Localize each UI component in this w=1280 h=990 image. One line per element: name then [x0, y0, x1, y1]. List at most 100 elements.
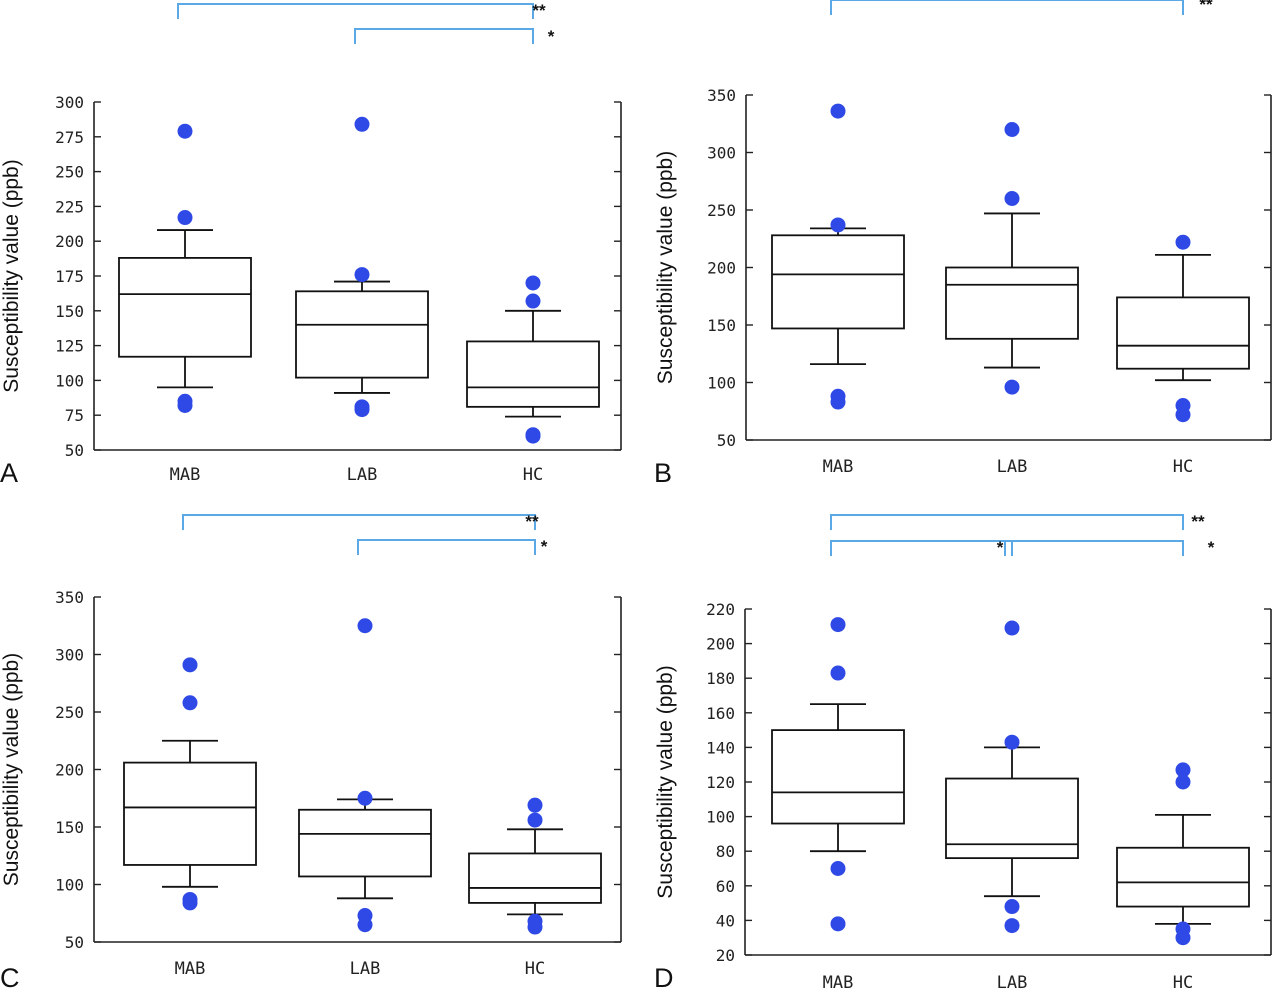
box-hc [1116, 234, 1250, 423]
bracket-line [830, 514, 1184, 530]
box-mab [771, 103, 905, 410]
y-tick-label: 300 [55, 93, 84, 112]
significance-label: * [997, 538, 1004, 557]
y-tick-label: 200 [706, 635, 735, 654]
y-tick-label: 60 [716, 877, 735, 896]
iqr-box [945, 777, 1079, 860]
y-tick-label: 180 [706, 669, 735, 688]
bracket-line [830, 540, 1013, 556]
panel-label: C [0, 963, 20, 990]
bracket-line [182, 514, 536, 530]
significance-bracket: * [1004, 538, 1215, 557]
y-tick-label: 200 [55, 232, 84, 251]
box-lab [945, 122, 1079, 395]
outlier-point [182, 895, 198, 911]
iqr-box [1116, 846, 1250, 908]
significance-bracket: * [357, 537, 548, 556]
y-tick-label: 275 [55, 128, 84, 147]
outlier-point [525, 275, 541, 291]
category-label: LAB [350, 959, 381, 979]
significance-bracket: ** [830, 512, 1205, 531]
bracket-line [177, 3, 534, 19]
iqr-box [771, 729, 905, 825]
y-tick-label: 50 [65, 441, 84, 460]
category-label: LAB [347, 465, 378, 485]
outlier-point [1175, 234, 1191, 250]
y-tick-label: 125 [55, 337, 84, 356]
outlier-point [525, 293, 541, 309]
significance-label: * [1208, 538, 1215, 557]
iqr-box [123, 761, 257, 866]
y-axis-title: Susceptibility value (ppb) [654, 665, 677, 898]
box-mab [118, 123, 252, 413]
y-tick-label: 50 [65, 933, 84, 952]
outlier-point [1004, 620, 1020, 636]
outlier-point [354, 267, 370, 283]
box-mab [771, 617, 905, 932]
bracket-line [357, 539, 536, 555]
y-axis-title: Susceptibility value (ppb) [654, 151, 677, 384]
y-tick-label: 220 [706, 600, 735, 619]
y-tick-label: 200 [707, 259, 736, 278]
outlier-point [177, 397, 193, 413]
panel-D: 20 40 60 80 100 120 140 160 180 200 220 Susceptibil… [654, 512, 1272, 990]
outlier-point [354, 402, 370, 418]
y-tick-label: 150 [55, 818, 84, 837]
bracket-line [830, 0, 1184, 15]
significance-label: ** [1199, 0, 1213, 14]
outlier-point [1004, 191, 1020, 206]
outlier-point [1004, 899, 1020, 915]
y-tick-label: 80 [716, 842, 735, 861]
y-tick-label: 100 [707, 374, 736, 393]
iqr-box [295, 290, 429, 379]
outlier-point [1004, 918, 1020, 934]
y-tick-label: 140 [706, 738, 735, 757]
outlier-point [177, 123, 193, 139]
box-lab [295, 116, 429, 418]
outlier-point [354, 116, 370, 132]
category-label: MAB [823, 457, 854, 477]
outlier-point [830, 617, 846, 633]
y-tick-label: 250 [55, 703, 84, 722]
y-tick-label: 200 [55, 761, 84, 780]
outlier-point [357, 790, 373, 806]
y-tick-label: 20 [716, 946, 735, 965]
outlier-point [830, 861, 846, 876]
box-hc [468, 797, 602, 935]
y-tick-label: 100 [55, 876, 84, 895]
outlier-point [1175, 762, 1191, 778]
y-tick-label: 175 [55, 267, 84, 286]
outlier-point [830, 103, 846, 119]
significance-label: ** [532, 1, 546, 20]
y-axis-title: Susceptibility value (ppb) [0, 159, 23, 392]
outlier-point [357, 917, 373, 933]
category-label: MAB [823, 973, 854, 990]
outlier-point [1175, 930, 1191, 946]
outlier-point [1175, 774, 1191, 790]
outlier-point [1004, 122, 1020, 137]
category-label: LAB [997, 973, 1028, 990]
category-label: LAB [997, 457, 1028, 477]
significance-label: * [548, 27, 555, 46]
y-tick-label: 300 [707, 144, 736, 163]
significance-bracket: * [830, 538, 1013, 557]
y-tick-label: 75 [65, 406, 84, 425]
outlier-point [830, 217, 846, 233]
significance-bracket: ** [177, 1, 546, 20]
significance-label: ** [1191, 512, 1205, 531]
category-label: HC [1173, 973, 1193, 990]
iqr-box [298, 808, 432, 878]
outlier-point [182, 695, 198, 711]
y-axis-title: Susceptibility value (ppb) [0, 653, 23, 886]
category-label: HC [1173, 457, 1193, 477]
y-tick-label: 40 [716, 911, 735, 930]
outlier-point [1175, 407, 1191, 423]
significance-label: ** [525, 512, 539, 531]
iqr-box [118, 257, 252, 358]
panel-label: B [654, 458, 672, 488]
panel-A: 50 75 100 125 150 175 200 225 250 275 300 Susceptib… [0, 1, 622, 488]
outlier-point [525, 428, 541, 444]
y-tick-label: 150 [707, 316, 736, 335]
outlier-point [527, 812, 543, 828]
